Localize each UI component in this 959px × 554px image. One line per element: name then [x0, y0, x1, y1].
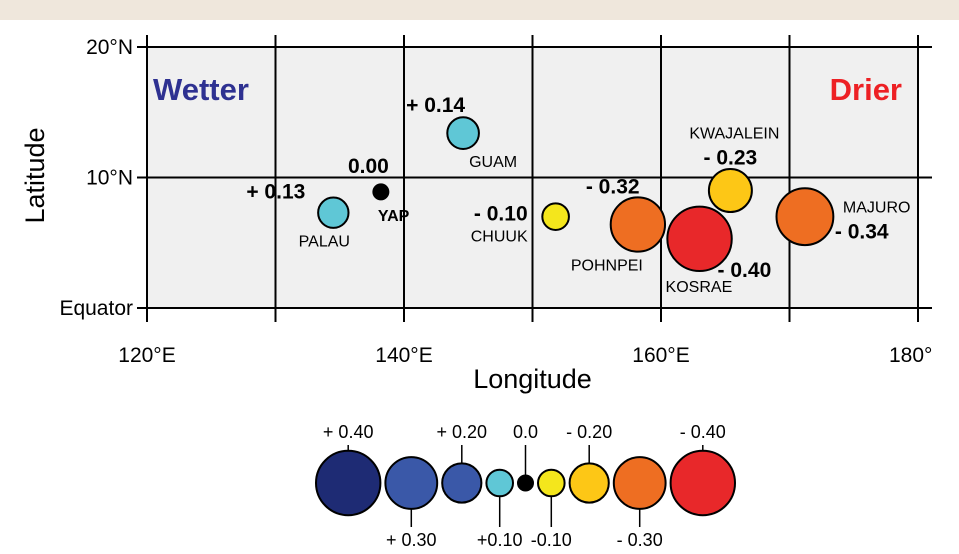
station-guam-value: + 0.14	[406, 94, 465, 117]
legend-label: - 0.20	[566, 422, 612, 442]
y-axis-title: Latitude	[20, 127, 50, 223]
legend-circle	[384, 456, 439, 510]
station-majuro-circle	[775, 187, 835, 247]
station-kwajalein-circle	[707, 168, 753, 214]
station-majuro-label: MAJURO	[843, 200, 911, 217]
legend-label: + 0.20	[437, 422, 488, 442]
station-chuuk-value: - 0.10	[474, 203, 528, 226]
station-chuuk-circle	[541, 202, 570, 231]
station-kosrae-label: KOSRAE	[666, 279, 733, 296]
legend-label: - 0.40	[680, 422, 726, 442]
legend-circle	[441, 462, 483, 504]
station-majuro-value: - 0.34	[835, 221, 889, 244]
station-yap-circle	[372, 183, 390, 201]
station-kwajalein-label: KWAJALEIN	[689, 126, 779, 143]
legend-circle	[669, 449, 736, 517]
station-palau-label: PALAU	[299, 234, 350, 251]
legend-label: - 0.30	[617, 530, 663, 550]
legend-circle	[517, 474, 534, 492]
station-guam-label: GUAM	[469, 154, 517, 171]
size-legend: + 0.40 + 0.30 + 0.20 +0.10 0.0 -0.10 - 0.20 - 0…	[315, 422, 736, 550]
station-kosrae-value: - 0.40	[718, 259, 772, 282]
x-tick-label: 120°E	[118, 344, 175, 367]
station-guam-circle	[446, 116, 480, 150]
grid-lines	[137, 35, 932, 322]
legend-circle	[612, 456, 667, 510]
drier-label: Drier	[830, 72, 902, 107]
legend-label: +0.10	[477, 530, 523, 550]
station-palau-value: + 0.13	[246, 181, 305, 204]
station-points: PALAU + 0.13 YAP 0.00 GUAM + 0.14 CHUUK - 0.10 P…	[246, 94, 910, 296]
legend-label: -0.10	[531, 530, 572, 550]
y-tick-label: 20°N	[86, 36, 133, 59]
y-tick-labels: 20°N 10°N Equator	[59, 36, 133, 320]
legend-circle	[537, 468, 566, 498]
legend-circle	[485, 468, 515, 498]
y-tick-label: 10°N	[86, 167, 133, 190]
wetter-label: Wetter	[153, 72, 249, 107]
top-band	[0, 0, 959, 20]
station-palau-circle	[317, 196, 350, 229]
legend-circle	[568, 462, 610, 504]
x-tick-label: 140°E	[375, 344, 432, 367]
station-pohnpei-label: POHNPEI	[571, 257, 643, 274]
station-pohnpei-circle	[609, 196, 667, 253]
station-kwajalein-value: - 0.23	[704, 147, 758, 170]
station-yap-label: YAP	[378, 208, 410, 225]
y-tick-label: Equator	[59, 297, 133, 320]
legend-label: + 0.30	[386, 530, 437, 550]
x-tick-label: 180°	[889, 344, 932, 367]
station-yap-value: 0.00	[348, 155, 389, 178]
x-tick-label: 160°E	[632, 344, 689, 367]
station-kosrae-circle	[666, 205, 733, 273]
legend-label: 0.0	[513, 422, 538, 442]
x-axis-title: Longitude	[473, 364, 592, 394]
x-tick-labels: 120°E 140°E 160°E 180°	[118, 344, 932, 367]
legend-circle	[315, 449, 382, 517]
station-pohnpei-value: - 0.32	[586, 175, 640, 198]
legend-label: + 0.40	[323, 422, 374, 442]
station-chuuk-label: CHUUK	[471, 229, 528, 246]
